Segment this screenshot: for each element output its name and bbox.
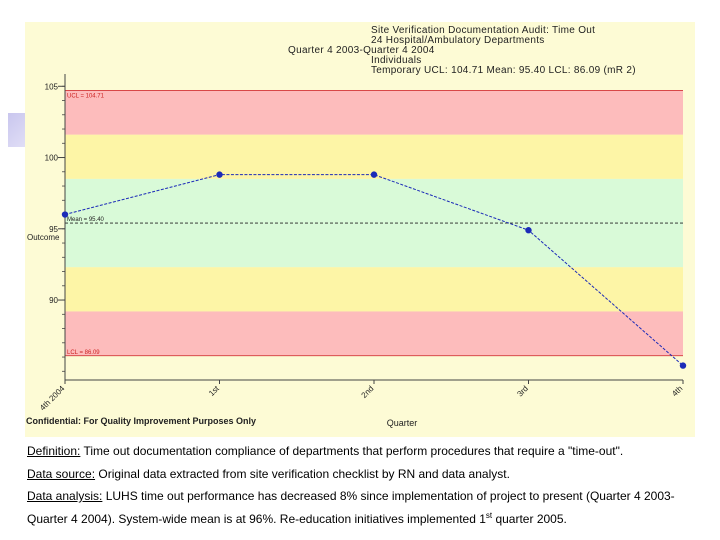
x-axis-title: Quarter [387, 418, 418, 428]
chart-period: Quarter 4 2003-Quarter 4 2004 [288, 45, 435, 56]
notes-block: Definition: Time out documentation compl… [27, 440, 707, 530]
control-zone [65, 267, 683, 312]
confidential-note: Confidential: For Quality Improvement Pu… [26, 416, 257, 426]
x-tick-label: 2nd [360, 384, 376, 400]
data-point [61, 211, 69, 218]
y-axis-title: Outcome [27, 233, 60, 242]
data-point [525, 227, 532, 234]
control-zone [65, 90, 683, 135]
data-point [679, 362, 687, 369]
y-tick-label: 100 [45, 154, 59, 163]
data-analysis-line: Data analysis: LUHS time out performance… [27, 485, 707, 508]
data-source-label: Data source: [27, 466, 96, 481]
chart-title: Site Verification Documentation Audit: T… [371, 25, 596, 36]
data-analysis-text-2: Quarter 4 2004). System-wide mean is at … [27, 511, 486, 526]
x-tick-label: 4th 2004 [38, 384, 67, 413]
mean-label: Mean = 95.40 [67, 217, 105, 223]
control-chart: Site Verification Documentation Audit: T… [25, 22, 695, 437]
definition-label: Definition: [27, 444, 81, 458]
data-analysis-superscript: st [485, 510, 493, 520]
ucl-label: UCL = 104.71 [67, 93, 105, 99]
data-source-line: Data source: Original data extracted fro… [27, 463, 707, 486]
x-tick-label: 1st [207, 384, 221, 398]
y-tick-label: 90 [49, 296, 58, 305]
data-analysis-text: LUHS time out performance has decreased … [102, 489, 675, 503]
chart-subtitle: 24 Hospital/Ambulatory Departments [371, 35, 545, 46]
data-point [370, 171, 378, 178]
x-tick-label: 4th [670, 384, 684, 398]
definition-text: Time out documentation compliance of dep… [80, 444, 624, 458]
series-line [64, 174, 684, 366]
definition-line: Definition: Time out documentation compl… [27, 440, 707, 463]
chart-chart-type: Individuals [371, 55, 422, 66]
data-analysis-line-2: Quarter 4 2004). System-wide mean is at … [27, 508, 707, 531]
chart-limits-summary: Temporary UCL: 104.71 Mean: 95.40 LCL: 8… [371, 65, 636, 76]
data-analysis-text-3: quarter 2005. [492, 511, 567, 526]
y-tick-label: 95 [49, 225, 58, 234]
control-zone [65, 311, 683, 356]
lcl-label: LCL = 86.09 [67, 350, 100, 356]
data-source-text: Original data extracted from site verifi… [95, 466, 510, 481]
data-point [216, 171, 223, 178]
x-tick-label: 3rd [515, 384, 530, 399]
data-analysis-label: Data analysis: [27, 489, 103, 503]
y-tick-label: 105 [45, 82, 59, 91]
chart-plot: UCL = 104.71 LCL = 86.09 Mean = 95.40 90 95 1… [27, 74, 687, 428]
